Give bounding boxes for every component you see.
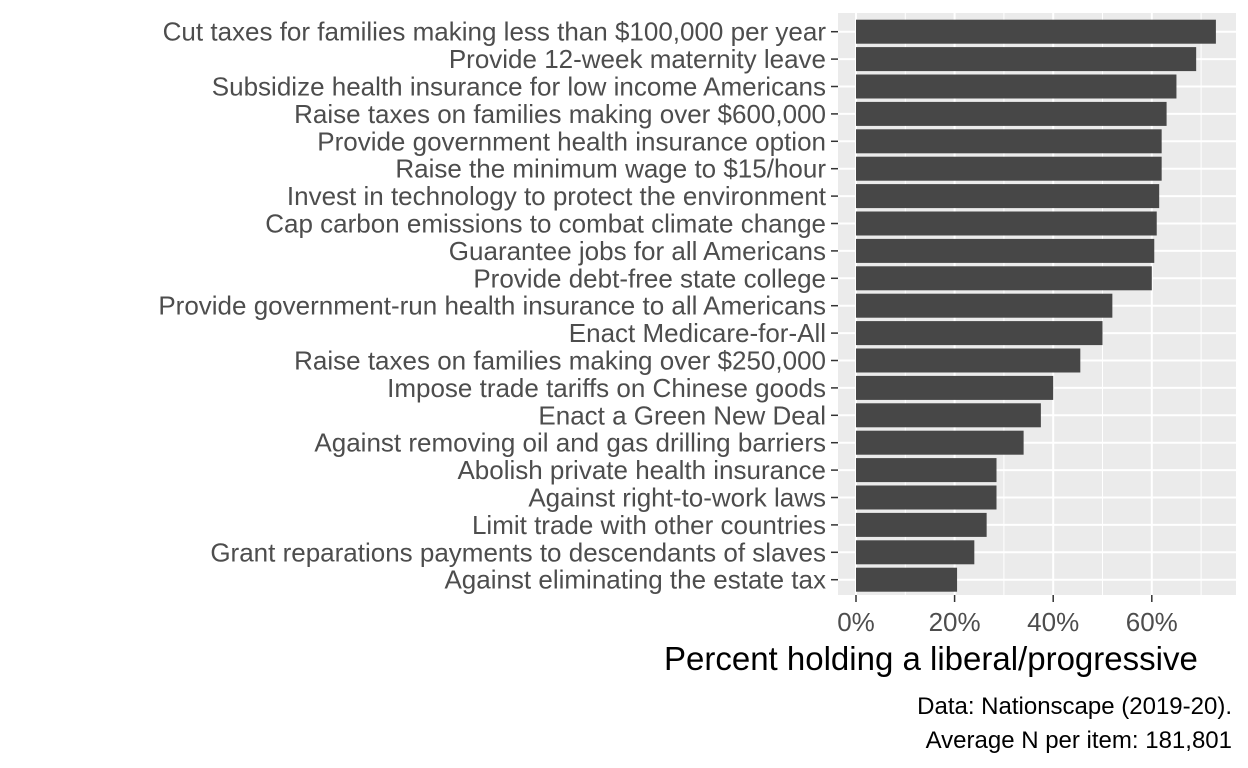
bar [856,156,1162,181]
category-label: Against right-to-work laws [528,483,826,513]
bar [856,348,1081,373]
category-label: Provide 12-week maternity leave [449,44,826,74]
bar [856,512,987,537]
bar [856,211,1157,236]
category-label: Enact Medicare-for-All [569,318,826,348]
x-axis-title: Percent holding a liberal/progressive [664,640,1198,677]
y-axis-ticks [831,30,838,581]
category-label: Enact a Green New Deal [538,400,826,430]
bar [856,567,958,592]
x-tick-label: 20% [929,607,981,637]
bar [856,403,1041,428]
bar [856,430,1024,455]
category-label: Against removing oil and gas drilling ba… [314,428,826,458]
bar [856,458,997,483]
x-axis-labels: 0% 20% 40% 60% [837,607,1178,637]
bars [856,19,1216,592]
category-label: Cap carbon emissions to combat climate c… [265,209,826,239]
bar [856,321,1103,346]
category-label: Against eliminating the estate tax [444,565,826,595]
category-label: Guarantee jobs for all Americans [449,236,826,266]
category-label: Provide debt-free state college [473,263,826,293]
x-tick-label: 60% [1126,607,1178,637]
x-axis-ticks [855,595,1153,602]
x-tick-label: 0% [837,607,875,637]
caption-line-1: Data: Nationscape (2019-20). [917,693,1232,720]
bar [856,19,1216,44]
category-label: Invest in technology to protect the envi… [287,181,827,211]
x-tick-label: 40% [1027,607,1079,637]
bar [856,74,1177,99]
category-label: Limit trade with other countries [472,510,826,540]
bar [856,101,1167,126]
bar [856,47,1197,72]
category-label: Raise the minimum wage to $15/hour [395,154,826,184]
bar [856,184,1160,209]
bar [856,129,1162,154]
category-label: Grant reparations payments to descendant… [210,537,826,567]
category-label: Provide government-run health insurance … [158,291,826,321]
category-label: Raise taxes on families making over $600… [294,99,826,129]
category-label: Impose trade tariffs on Chinese goods [387,373,826,403]
category-label: Abolish private health insurance [457,455,826,485]
bar [856,266,1152,291]
category-label: Subsidize health insurance for low incom… [212,72,826,102]
bar [856,540,975,565]
caption-line-2: Average N per item: 181,801 [926,727,1232,754]
y-axis-labels: Cut taxes for families making less than … [158,17,826,595]
bar [856,293,1113,318]
category-label: Raise taxes on families making over $250… [294,346,826,376]
category-label: Provide government health insurance opti… [317,126,826,156]
bar [856,375,1054,400]
category-label: Cut taxes for families making less than … [163,17,827,47]
bar [856,485,997,510]
bar [856,238,1155,263]
